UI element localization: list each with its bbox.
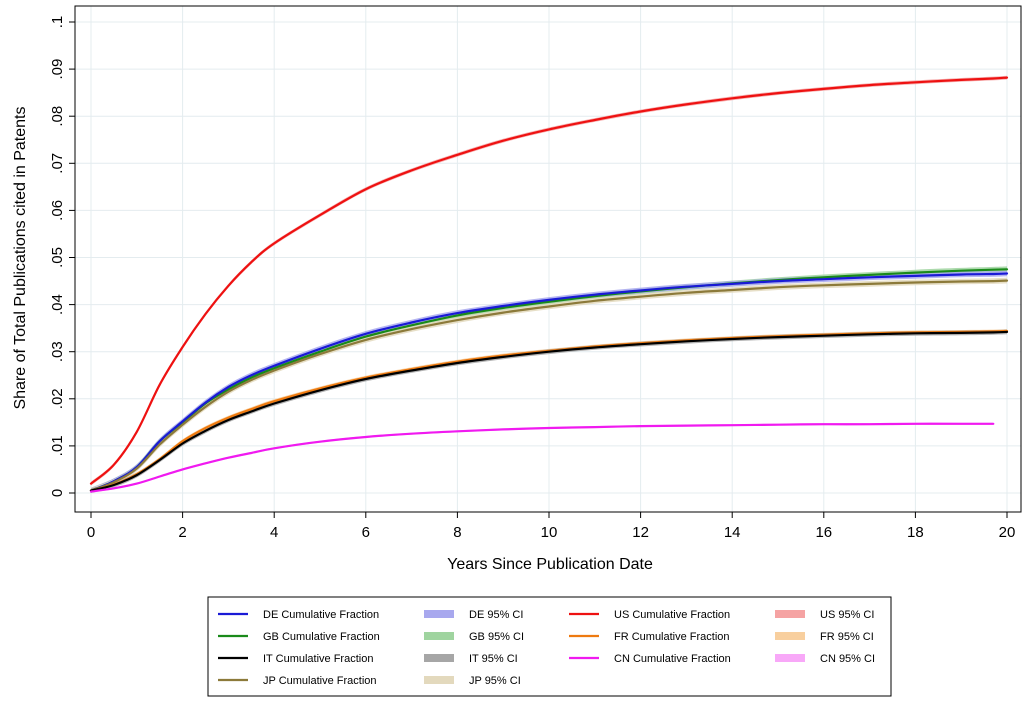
x-tick-label: 16 — [815, 524, 832, 541]
legend-label: DE 95% CI — [469, 609, 523, 621]
legend-swatch-band — [424, 632, 454, 640]
legend-label: JP 95% CI — [469, 675, 521, 687]
series-line — [89, 422, 995, 493]
legend-swatch-band — [424, 676, 454, 684]
legend: DE Cumulative Fraction DE 95% CI US Cumula… — [207, 596, 892, 697]
series-line — [89, 272, 1009, 492]
y-tick-label: .02 — [49, 388, 66, 409]
legend-label: JP Cumulative Fraction — [263, 675, 377, 687]
grid — [75, 6, 1021, 512]
series-line — [89, 330, 1009, 492]
y-tick-label: .05 — [49, 247, 66, 268]
y-tick-label: 0 — [49, 489, 66, 497]
y-tick-label: .06 — [49, 200, 66, 221]
legend-swatch-band — [424, 654, 454, 662]
y-tick-label: .07 — [49, 153, 66, 174]
legend-label: GB Cumulative Fraction — [263, 631, 380, 643]
legend-label: FR Cumulative Fraction — [614, 631, 730, 643]
y-axis: 0 .01 .02 .03 .04 .05 .06 .07 .08 .09 .1 — [49, 16, 75, 497]
legend-label: CN Cumulative Fraction — [614, 653, 731, 665]
x-tick-label: 4 — [270, 524, 278, 541]
x-tick-label: 20 — [999, 524, 1016, 541]
legend-label: FR 95% CI — [820, 631, 874, 643]
y-tick-label: .09 — [49, 59, 66, 80]
series-line — [89, 76, 1009, 485]
y-tick-label: .1 — [49, 16, 66, 29]
x-tick-label: 10 — [541, 524, 558, 541]
x-tick-label: 14 — [724, 524, 741, 541]
series-line — [89, 279, 1009, 492]
legend-label: DE Cumulative Fraction — [263, 609, 379, 621]
y-tick-label: .08 — [49, 106, 66, 127]
y-tick-label: .01 — [49, 435, 66, 456]
x-tick-label: 18 — [907, 524, 924, 541]
x-tick-label: 6 — [362, 524, 370, 541]
y-tick-label: .04 — [49, 294, 66, 315]
legend-swatch-band — [775, 632, 805, 640]
legend-swatch-band — [424, 610, 454, 618]
x-tick-label: 8 — [453, 524, 461, 541]
x-axis: 0 2 4 6 8 10 12 14 16 18 20 — [87, 512, 1016, 541]
series-lines — [89, 76, 1009, 493]
legend-label: IT Cumulative Fraction — [263, 653, 373, 665]
plot-frame — [74, 5, 1022, 513]
legend-label: US Cumulative Fraction — [614, 609, 730, 621]
y-axis-title: Share of Total Publications cited in Pat… — [12, 107, 29, 410]
legend-label: CN 95% CI — [820, 653, 875, 665]
x-tick-label: 12 — [632, 524, 649, 541]
x-axis-title: Years Since Publication Date — [447, 556, 653, 573]
legend-swatch-band — [775, 654, 805, 662]
legend-swatch-band — [775, 610, 805, 618]
y-tick-label: .03 — [49, 341, 66, 362]
legend-label: US 95% CI — [820, 609, 874, 621]
x-tick-label: 2 — [178, 524, 186, 541]
x-tick-label: 0 — [87, 524, 95, 541]
legend-label: GB 95% CI — [469, 631, 524, 643]
legend-label: IT 95% CI — [469, 653, 518, 665]
